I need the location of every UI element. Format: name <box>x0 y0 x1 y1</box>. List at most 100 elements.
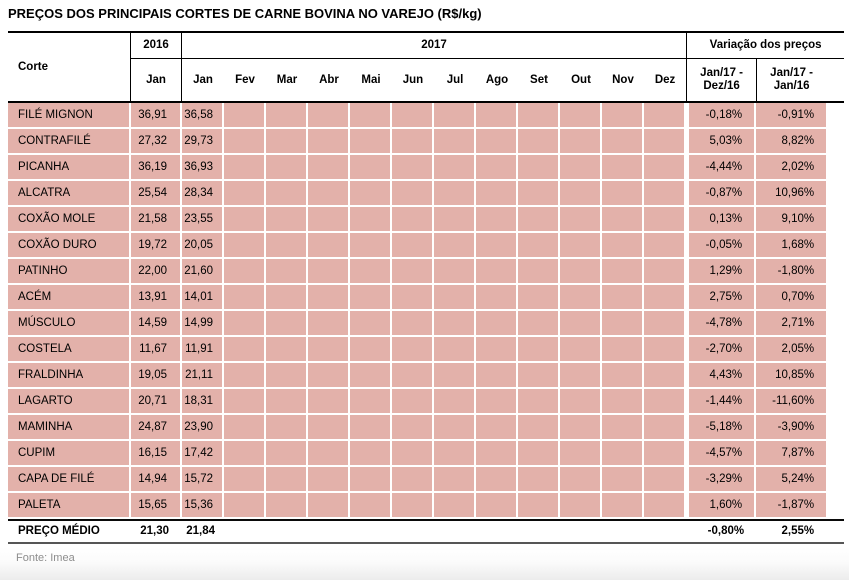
empty-month-cell <box>644 519 687 544</box>
empty-month-cell <box>518 181 560 207</box>
empty-month-cell <box>224 129 266 155</box>
empty-month-cell <box>476 467 518 493</box>
empty-month-cell <box>434 467 476 493</box>
corte-cell: LAGARTO <box>8 389 131 415</box>
empty-month-cell <box>224 467 266 493</box>
month-header: Set <box>518 59 560 103</box>
empty-month-cell <box>518 103 560 129</box>
prices-table: Corte 2016 2017 Variação dos preços Jan … <box>8 31 845 544</box>
price-jan-2017: 29,73 <box>182 129 224 155</box>
empty-month-cell <box>560 207 602 233</box>
empty-month-cell <box>476 233 518 259</box>
spacer-cell <box>826 155 845 181</box>
month-header: Fev <box>224 59 266 103</box>
empty-month-cell <box>224 103 266 129</box>
empty-month-cell <box>266 155 308 181</box>
average-label: PREÇO MÉDIO <box>8 519 131 544</box>
empty-month-cell <box>602 285 644 311</box>
table-row: COXÃO MOLE 21,58 23,55 0,13% 9,10% <box>8 207 845 233</box>
empty-month-cell <box>350 467 392 493</box>
price-jan-2016: 36,91 <box>131 103 182 129</box>
source-note: Fonte: Imea <box>16 552 75 564</box>
price-jan-2017: 20,05 <box>182 233 224 259</box>
empty-month-cell <box>602 103 644 129</box>
spacer-cell <box>826 233 845 259</box>
corte-cell: MÚSCULO <box>8 311 131 337</box>
empty-month-cell <box>308 389 350 415</box>
empty-month-cell <box>266 233 308 259</box>
price-jan-2017: 36,93 <box>182 155 224 181</box>
price-jan-2017: 23,90 <box>182 415 224 441</box>
empty-month-cell <box>434 259 476 285</box>
corte-header: Corte <box>8 33 131 103</box>
month-header: Dez <box>644 59 687 103</box>
empty-month-cell <box>560 441 602 467</box>
empty-month-cell <box>434 415 476 441</box>
variation-jan16-cell: 8,82% <box>756 129 827 155</box>
spacer-cell <box>826 441 845 467</box>
corte-cell: PALETA <box>8 493 131 519</box>
variation-jan16-cell: 5,24% <box>756 467 827 493</box>
empty-month-cell <box>266 311 308 337</box>
empty-month-cell <box>224 441 266 467</box>
empty-month-cell <box>560 129 602 155</box>
price-jan-2017: 15,72 <box>182 467 224 493</box>
table-row: CUPIM 16,15 17,42 -4,57% 7,87% <box>8 441 845 467</box>
empty-month-cell <box>392 337 434 363</box>
spacer-cell <box>826 337 845 363</box>
empty-month-cell <box>392 259 434 285</box>
variation-dez16-cell: 0,13% <box>686 207 757 233</box>
empty-month-cell <box>308 285 350 311</box>
empty-month-cell <box>350 103 392 129</box>
month-header: Jul <box>434 59 476 103</box>
table-row: CAPA DE FILÉ 14,94 15,72 -3,29% 5,24% <box>8 467 845 493</box>
empty-month-cell <box>224 285 266 311</box>
average-jan-2017: 21,84 <box>182 519 224 544</box>
price-jan-2016: 27,32 <box>131 129 182 155</box>
spacer-cell <box>826 415 845 441</box>
empty-month-cell <box>476 311 518 337</box>
empty-month-cell <box>476 155 518 181</box>
empty-month-cell <box>308 493 350 519</box>
empty-month-cell <box>392 103 434 129</box>
empty-month-cell <box>392 415 434 441</box>
empty-month-cell <box>266 441 308 467</box>
variation-dez16-cell: -0,87% <box>686 181 757 207</box>
empty-month-cell <box>560 467 602 493</box>
empty-month-cell <box>644 285 687 311</box>
corte-cell: ACÉM <box>8 285 131 311</box>
empty-month-cell <box>602 207 644 233</box>
empty-month-cell <box>476 285 518 311</box>
table-row: MAMINHA 24,87 23,90 -5,18% -3,90% <box>8 415 845 441</box>
variation-jan16-cell: 1,68% <box>756 233 827 259</box>
table-row: ALCATRA 25,54 28,34 -0,87% 10,96% <box>8 181 845 207</box>
table-row: ACÉM 13,91 14,01 2,75% 0,70% <box>8 285 845 311</box>
corte-cell: FILÉ MIGNON <box>8 103 131 129</box>
empty-month-cell <box>602 129 644 155</box>
price-jan-2016: 14,94 <box>131 467 182 493</box>
empty-month-cell <box>308 415 350 441</box>
table-row: PICANHA 36,19 36,93 -4,44% 2,02% <box>8 155 845 181</box>
var-jan16-header: Jan/17 - Jan/16 <box>756 59 827 103</box>
empty-month-cell <box>266 181 308 207</box>
empty-month-cell <box>308 363 350 389</box>
empty-month-cell <box>518 441 560 467</box>
empty-month-cell <box>392 441 434 467</box>
price-jan-2017: 21,60 <box>182 259 224 285</box>
month-header: Mai <box>350 59 392 103</box>
empty-month-cell <box>308 129 350 155</box>
month-header: Nov <box>602 59 644 103</box>
year-2017-header: 2017 <box>182 33 687 59</box>
empty-month-cell <box>434 103 476 129</box>
empty-month-cell <box>602 337 644 363</box>
empty-month-cell <box>644 103 687 129</box>
price-jan-2016: 16,15 <box>131 441 182 467</box>
price-jan-2016: 21,58 <box>131 207 182 233</box>
empty-month-cell <box>434 285 476 311</box>
spacer-cell <box>826 129 845 155</box>
variation-jan16-cell: 2,05% <box>756 337 827 363</box>
empty-month-cell <box>518 493 560 519</box>
empty-month-cell <box>308 207 350 233</box>
empty-month-cell <box>308 181 350 207</box>
variation-jan16-cell: 10,85% <box>756 363 827 389</box>
